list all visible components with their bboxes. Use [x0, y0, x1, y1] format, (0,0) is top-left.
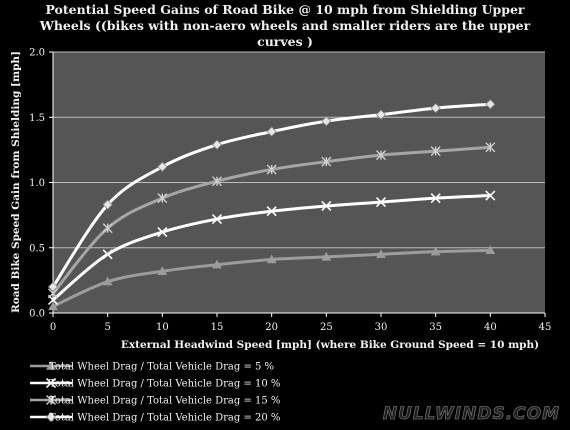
series-1-point-8: [485, 245, 496, 255]
x-tick-label-5: 25: [320, 322, 333, 333]
legend-item-1: Total Wheel Drag / Total Vehicle Drag = …: [30, 360, 274, 373]
series-lines: [47, 99, 496, 311]
chart-title-line-1: Potential Speed Gains of Road Bike @ 10 …: [45, 2, 524, 17]
series-1-point-0: [48, 301, 58, 311]
series-3-point-4: [266, 164, 277, 175]
chart-title-line-2: Wheels ((bikes with non-aero wheels and …: [39, 18, 531, 33]
series-2-point-8: [485, 190, 496, 201]
series-4-point-6: [375, 109, 387, 120]
series-3-point-6: [376, 150, 386, 161]
watermark: NULLWINDS.COM: [383, 404, 560, 424]
y-tick-label-0: 0.0: [29, 309, 45, 320]
series-2-point-5: [321, 200, 332, 212]
series-1: [48, 245, 496, 311]
series-1-point-7: [430, 246, 441, 256]
x-tick-label-7: 35: [429, 322, 442, 333]
series-3-point-2: [157, 193, 168, 204]
legend-swatch-marker-4: [45, 411, 57, 423]
x-tick-label-3: 15: [211, 322, 224, 333]
series-4-point-7: [430, 103, 441, 114]
legend-item-3: Total Wheel Drag / Total Vehicle Drag = …: [30, 395, 280, 407]
y-tick-label-2: 1.0: [29, 178, 45, 189]
series-2-point-7: [430, 193, 441, 204]
series-4-point-3: [211, 139, 223, 150]
legend-label-1: Total Wheel Drag / Total Vehicle Drag = …: [49, 362, 274, 373]
series-4-point-2: [157, 161, 168, 172]
series-4-point-5: [321, 116, 332, 127]
chart-title: Potential Speed Gains of Road Bike @ 10 …: [39, 2, 531, 49]
series-3-point-5: [321, 156, 332, 167]
chart-title-line-3: curves ): [257, 34, 313, 49]
series-4-point-4: [266, 126, 277, 137]
series-1-point-5: [321, 251, 332, 261]
y-tick-label-4: 2.0: [29, 48, 45, 59]
series-1-point-2: [157, 266, 168, 275]
series-3-point-7: [430, 146, 441, 157]
series-2-point-1: [102, 249, 113, 260]
series-3-point-1: [102, 223, 113, 234]
series-2-point-6: [375, 197, 387, 208]
series-4-point-1: [102, 199, 113, 210]
legend: Total Wheel Drag / Total Vehicle Drag = …: [30, 360, 280, 424]
x-axis-label: External Headwind Speed [mph] (where Bik…: [121, 339, 539, 351]
series-1-point-4: [266, 254, 277, 264]
series-2-point-2: [157, 227, 168, 238]
y-tick-label-3: 1.5: [29, 113, 45, 124]
series-4-point-0: [47, 281, 59, 292]
x-tick-label-8: 40: [484, 322, 497, 333]
series-3-point-8: [485, 142, 496, 153]
series-2-point-4: [266, 206, 277, 217]
legend-swatch-marker-1: [46, 360, 56, 370]
legend-label-2: Total Wheel Drag / Total Vehicle Drag = …: [49, 379, 280, 390]
legend-swatch-marker-2: [45, 377, 57, 389]
legend-swatch-marker-3: [46, 395, 56, 405]
series-2-point-3: [211, 213, 223, 225]
series-1-point-3: [212, 259, 222, 269]
x-tick-label-1: 5: [104, 322, 110, 333]
series-2: [47, 190, 496, 306]
y-axis-label: Road Bike Speed Gain from Shielding [mph…: [10, 51, 22, 313]
series-1-point-1: [102, 276, 113, 286]
x-tick-label-6: 30: [375, 322, 388, 333]
series-3-point-3: [212, 176, 222, 187]
legend-item-2: Total Wheel Drag / Total Vehicle Drag = …: [30, 377, 280, 390]
series-4-point-8: [485, 99, 496, 110]
series-1-point-6: [376, 249, 386, 258]
series-4: [47, 99, 496, 292]
tick-labels: 0 5 10 15 20 25 30 35 40 45 0.0 0.5 1.0 1.5 2.0: [29, 48, 551, 334]
legend-label-4: Total Wheel Drag / Total Vehicle Drag = …: [49, 413, 280, 424]
x-tick-label-9: 45: [539, 322, 552, 333]
y-tick-label-1: 0.5: [29, 243, 45, 254]
legend-label-3: Total Wheel Drag / Total Vehicle Drag = …: [49, 396, 280, 407]
x-tick-label-2: 10: [156, 322, 169, 333]
x-tick-label-4: 20: [265, 322, 278, 333]
x-tick-label-0: 0: [50, 322, 56, 333]
legend-item-4: Total Wheel Drag / Total Vehicle Drag = …: [30, 411, 280, 424]
